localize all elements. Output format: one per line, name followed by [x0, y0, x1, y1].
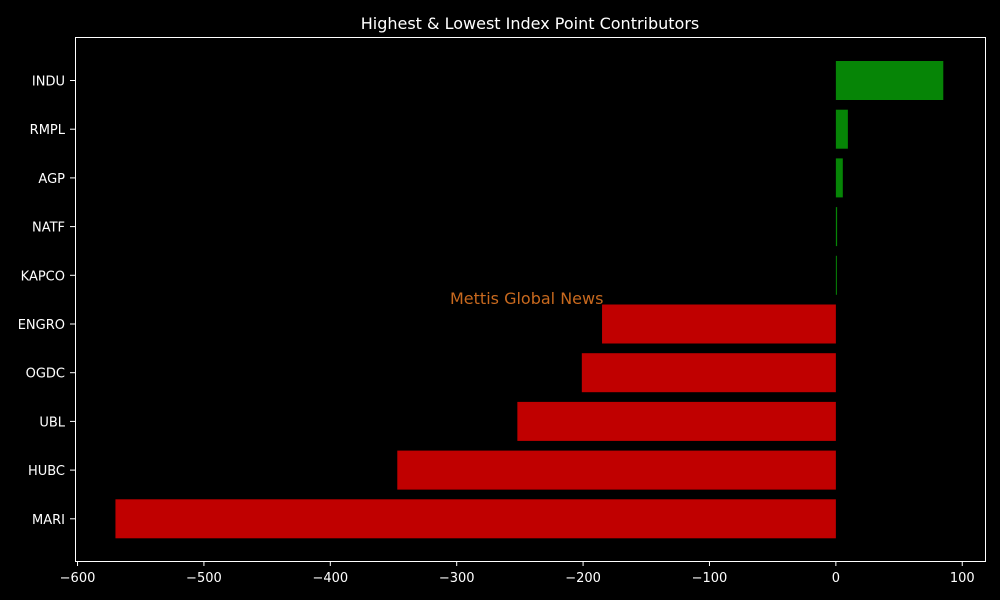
x-tick-label: −400: [312, 571, 348, 586]
y-tick-label-indu: INDU: [32, 75, 65, 90]
bar-ogdc: [581, 353, 836, 393]
bar-ubl: [517, 401, 836, 441]
y-tick-label-mari: MARI: [32, 513, 65, 528]
bar-agp: [835, 158, 843, 198]
bar-mari: [115, 499, 836, 539]
x-axis: −600 −500 −400 −300 −200 −100 0 100: [60, 561, 975, 586]
bars-group: [115, 61, 944, 539]
y-tick-label-natf: NATF: [32, 221, 65, 236]
y-tick-label-ubl: UBL: [39, 415, 65, 430]
plot-frame: [75, 37, 986, 562]
y-tick-label-rmpl: RMPL: [30, 123, 66, 138]
x-tick-label: 100: [950, 571, 975, 586]
bar-kapco: [835, 255, 837, 295]
bar-rmpl: [835, 109, 848, 149]
y-tick-label-ogdc: OGDC: [26, 367, 65, 382]
bar-hubc: [397, 450, 836, 490]
x-tick-label: −200: [565, 571, 601, 586]
bar-indu: [835, 61, 944, 100]
x-tick-label: −600: [60, 571, 96, 586]
y-tick-label-hubc: HUBC: [28, 464, 65, 479]
watermark-text: Mettis Global News: [450, 289, 603, 308]
y-tick-label-engro: ENGRO: [18, 318, 65, 333]
x-tick-label: −500: [186, 571, 222, 586]
x-tick-label: −100: [692, 571, 728, 586]
y-axis: INDU RMPL AGP NATF KAPCO ENGRO OGDC UBL HUBC MARI: [18, 75, 75, 528]
chart-title: Highest & Lowest Index Point Contributor…: [361, 14, 700, 33]
x-tick-label: −300: [439, 571, 475, 586]
bar-natf: [835, 207, 838, 247]
x-tick-label: 0: [832, 571, 840, 586]
y-tick-label-kapco: KAPCO: [21, 269, 65, 284]
bar-engro: [602, 304, 836, 344]
y-tick-label-agp: AGP: [38, 172, 65, 187]
